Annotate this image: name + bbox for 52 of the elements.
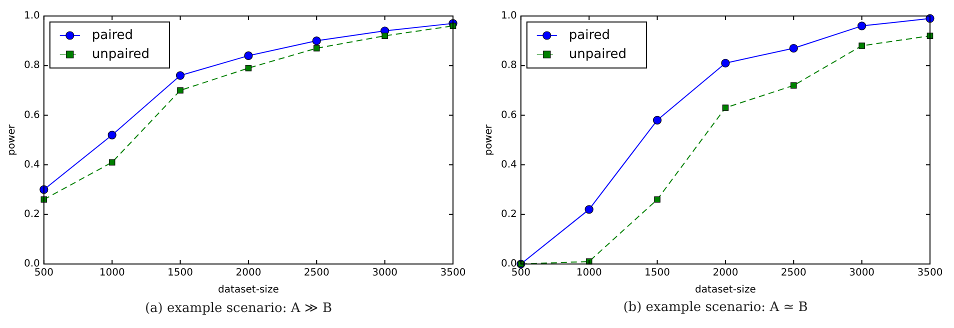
point <box>108 159 116 166</box>
y-axis-title: power <box>484 124 495 156</box>
x-tick-label: 500 <box>34 268 54 279</box>
y-tick-label: 0.2 <box>24 208 40 220</box>
y-tick-label: 1.0 <box>500 10 517 22</box>
point <box>244 51 253 60</box>
point <box>312 36 321 46</box>
point <box>108 130 116 140</box>
point <box>722 104 729 111</box>
x-axis-title: dataset-size <box>218 284 279 296</box>
x-tick-label: 2500 <box>780 268 806 279</box>
y-tick-label: 1.0 <box>24 10 40 22</box>
text: (a) example scenario: A ≫ B <box>144 300 334 316</box>
legend-label: unpaired <box>568 46 627 62</box>
y-tick-label: 0.8 <box>24 60 40 72</box>
y-tick-label: 0.4 <box>24 159 40 170</box>
x-tick-label: 1500 <box>644 268 670 279</box>
point <box>858 22 866 30</box>
point <box>790 82 797 89</box>
legend-label: unpaired <box>92 46 150 62</box>
x-tick-label: 1000 <box>99 268 125 279</box>
x-tick-label: 3000 <box>372 268 398 279</box>
x-axis-title: dataset-size <box>695 284 756 296</box>
x-tick-label: 500 <box>511 268 530 279</box>
x-tick-label: 3500 <box>917 268 943 279</box>
point <box>654 196 660 203</box>
x-tick-label: 3500 <box>440 268 466 279</box>
y-tick-label: 0.6 <box>24 110 40 121</box>
point <box>858 42 865 49</box>
x-tick-label: 2500 <box>304 268 330 279</box>
x-tick-label: 2000 <box>236 268 262 279</box>
point <box>245 64 252 72</box>
x-tick-label: 1000 <box>576 268 602 279</box>
point <box>382 32 388 39</box>
point <box>789 44 798 53</box>
point <box>176 71 185 80</box>
y-tick-label: 0.2 <box>500 208 517 220</box>
point <box>721 58 730 68</box>
y-tick-label: 0.4 <box>500 159 517 170</box>
y-tick-label: 0.8 <box>500 60 517 72</box>
legend-label: paired <box>92 28 134 43</box>
point <box>314 45 320 52</box>
x-tick-label: 3000 <box>849 268 875 279</box>
x-tick-label: 1500 <box>168 268 193 279</box>
point <box>584 205 594 214</box>
point <box>177 87 184 94</box>
legend-label: paired <box>568 28 610 43</box>
text: (b) example scenario: A ≃ B <box>622 300 809 315</box>
y-tick-label: 0.6 <box>500 110 517 121</box>
point <box>652 116 662 124</box>
x-tick-label: 2000 <box>712 268 738 279</box>
y-axis-title: power <box>6 124 18 156</box>
